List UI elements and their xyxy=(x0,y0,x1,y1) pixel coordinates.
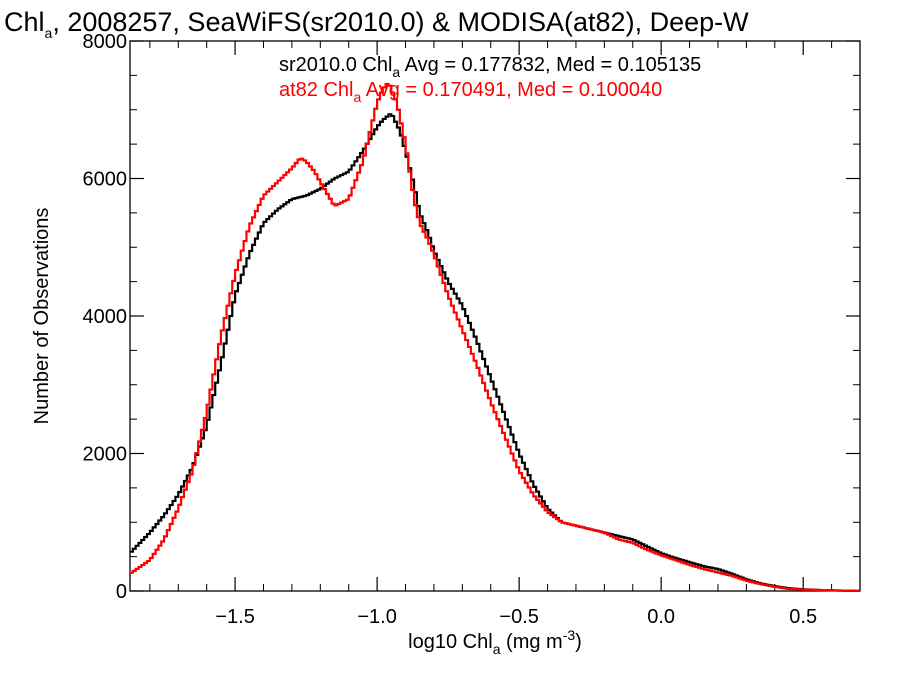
x-tick-label: 0.0 xyxy=(647,606,675,628)
y-tick-label: 4000 xyxy=(83,306,128,328)
series-line-0 xyxy=(130,113,860,592)
series-lines xyxy=(130,82,860,592)
annotation-at82: at82 Chla Avg = 0.170491, Med = 0.100040 xyxy=(279,79,662,105)
y-tick-label: 2000 xyxy=(83,444,128,466)
x-axis-label: log10 Chla (mg m-3) xyxy=(408,627,582,657)
series-line-1 xyxy=(130,82,860,592)
y-tick-label: 0 xyxy=(116,581,127,603)
x-tick-label: −0.5 xyxy=(499,606,538,628)
y-tick-label: 6000 xyxy=(83,169,128,191)
x-tick-label: −1.5 xyxy=(215,606,254,628)
x-tick-label: 0.5 xyxy=(789,606,817,628)
plot-frame xyxy=(129,40,861,592)
chart-title: Chla, 2008257, SeaWiFS(sr2010.0) & MODIS… xyxy=(4,7,749,41)
y-axis-label: Number of Observations xyxy=(31,208,53,425)
y-tick-label: 8000 xyxy=(83,31,128,53)
annotation-sr2010: sr2010.0 Chla Avg = 0.177832, Med = 0.10… xyxy=(279,54,701,80)
axis-ticks xyxy=(130,40,861,592)
x-tick-label: −1.0 xyxy=(357,606,396,628)
axis-tick-labels: −1.5 −1.0 −0.5 0.0 0.5 0 2000 4000 6000 8000 xyxy=(83,31,818,628)
